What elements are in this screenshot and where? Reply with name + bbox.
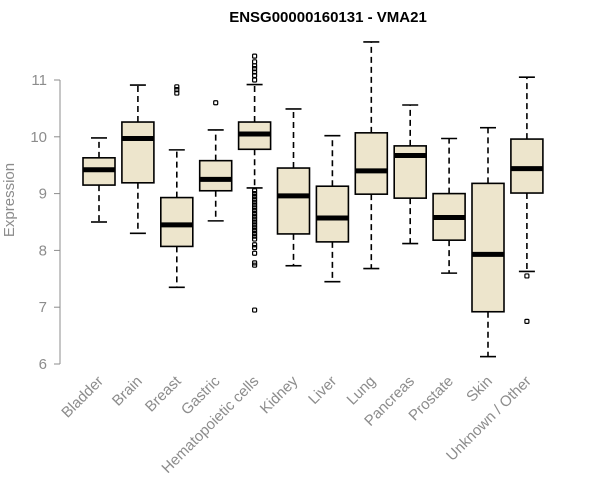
box-bladder — [82, 137, 116, 223]
box-iqr — [276, 167, 311, 235]
outlier-point — [252, 202, 258, 208]
outlier-point — [252, 242, 258, 248]
box-liver — [315, 134, 350, 283]
outlier-point — [252, 244, 258, 251]
chart-title: ENSG00000160131 - VMA21 — [229, 9, 427, 26]
y-tick-label: 10 — [30, 129, 47, 146]
box-iqr — [354, 132, 389, 195]
box-brain — [121, 84, 155, 235]
outlier-point — [252, 199, 258, 205]
box-hematopoietic-cells — [237, 53, 272, 313]
outlier-point — [252, 77, 258, 83]
outlier-point — [252, 233, 258, 239]
outlier-point — [252, 205, 258, 211]
box-iqr — [160, 196, 194, 248]
outlier-point — [252, 230, 258, 236]
box-iqr — [471, 182, 505, 313]
box-kidney — [276, 108, 311, 267]
box-lung — [354, 41, 389, 270]
outlier-point — [174, 87, 180, 93]
y-axis: 6 7 8 9 10 11 — [30, 72, 61, 373]
outlier-point — [252, 193, 258, 200]
outlier-point — [252, 196, 258, 202]
box-iqr — [510, 138, 544, 194]
outlier-point — [174, 84, 180, 90]
outlier-point — [252, 188, 258, 194]
x-tick-label: Kidney — [257, 372, 302, 417]
outlier-point — [252, 210, 258, 217]
outlier-point — [252, 219, 258, 225]
box-unknown-other — [510, 76, 544, 324]
box-breast — [160, 84, 194, 289]
box-iqr — [315, 185, 350, 243]
y-axis-label: Expression — [1, 163, 18, 237]
box-gastric — [198, 100, 233, 222]
outlier-point — [252, 227, 258, 234]
x-tick-label: Breast — [142, 372, 185, 415]
outlier-point — [252, 208, 258, 214]
y-tick-label: 11 — [31, 72, 47, 89]
y-tick-label: 9 — [39, 186, 47, 203]
outlier-point — [252, 262, 258, 268]
x-tick-label: Skin — [463, 373, 496, 406]
outlier-point — [252, 236, 258, 242]
x-tick-label: Bladder — [58, 373, 107, 422]
box-skin — [471, 126, 505, 358]
outlier-point — [252, 66, 258, 72]
outlier-point — [252, 53, 258, 59]
y-tick-label: 7 — [39, 299, 47, 316]
outlier-point — [252, 225, 258, 231]
box-iqr — [198, 159, 233, 192]
x-tick-label: Liver — [305, 373, 340, 408]
outlier-point — [252, 213, 258, 219]
outlier-point — [252, 59, 258, 65]
boxes-group — [82, 41, 544, 358]
outlier-point — [524, 318, 530, 324]
outlier-point — [252, 307, 258, 313]
outlier-point — [252, 191, 258, 197]
outlier-point — [252, 222, 258, 228]
outlier-point — [252, 216, 258, 222]
x-tick-label: Brain — [109, 373, 146, 410]
outlier-point — [252, 250, 258, 256]
y-tick-label: 6 — [39, 356, 47, 373]
box-iqr — [121, 121, 155, 184]
outlier-point — [524, 273, 530, 279]
box-prostate — [432, 137, 466, 274]
box-pancreas — [393, 104, 428, 245]
y-tick-label: 8 — [39, 242, 47, 259]
outlier-point — [213, 100, 219, 106]
x-tick-label: Lung — [344, 373, 380, 409]
